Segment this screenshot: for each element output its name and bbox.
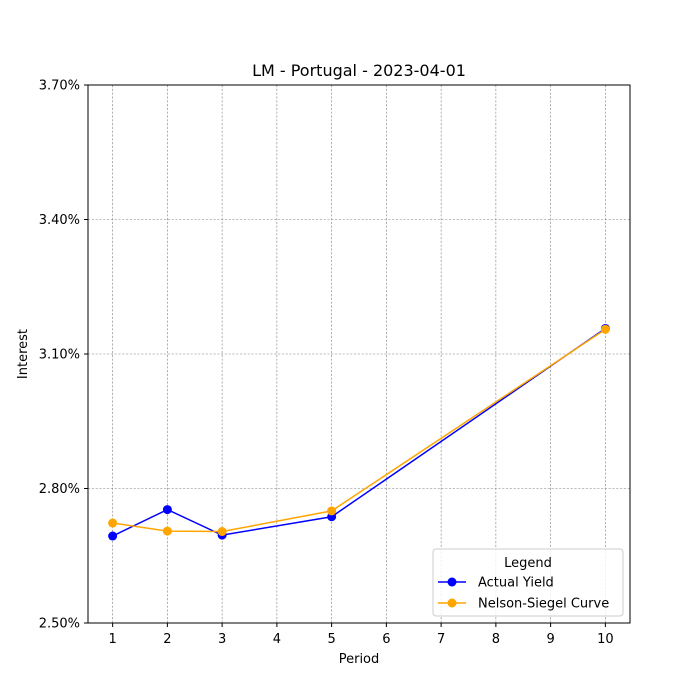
legend-title: Legend (504, 556, 552, 571)
legend-label-actual-yield: Actual Yield (478, 576, 554, 591)
legend-box (432, 548, 624, 617)
chart-title: LM - Portugal - 2023-04-01 (252, 61, 466, 80)
y-axis-title: Interest (16, 329, 31, 379)
x-tick-label: 6 (382, 632, 390, 647)
y-tick-label: 3.10% (39, 348, 80, 363)
y-tick-label: 2.80% (39, 482, 80, 497)
series-1 (108, 324, 610, 537)
data-point (108, 518, 118, 528)
x-tick-label: 9 (546, 632, 554, 647)
x-tick-label: 1 (108, 632, 116, 647)
y-tick-label: 3.40% (39, 213, 80, 228)
y-tick-label: 2.50% (39, 617, 80, 632)
legend: Legend Actual Yield Nelson-Siegel Curve (432, 548, 624, 617)
x-axis-title: Period (339, 652, 380, 667)
x-tick-label: 5 (327, 632, 335, 647)
legend-label-nelson-siegel: Nelson-Siegel Curve (478, 597, 609, 612)
x-tick-label: 10 (597, 632, 614, 647)
x-tick-label: 8 (492, 632, 500, 647)
data-point (327, 506, 337, 516)
y-tick-label: 3.70% (39, 79, 80, 94)
legend-entry-nelson-siegel: Nelson-Siegel Curve (438, 597, 609, 612)
x-tick-label: 3 (218, 632, 226, 647)
data-point (108, 531, 118, 541)
x-tick-label: 7 (437, 632, 445, 647)
legend-marker-nelson-siegel (447, 598, 457, 608)
data-point (162, 505, 172, 515)
series-layer (108, 323, 610, 541)
legend-entry-actual-yield: Actual Yield (438, 576, 554, 591)
data-point (600, 324, 610, 334)
x-tick-label: 4 (273, 632, 281, 647)
data-point (217, 527, 227, 537)
legend-marker-actual-yield (447, 577, 457, 587)
y-ticks: 2.50% 2.80% 3.10% 3.40% 3.70% (39, 79, 88, 632)
data-point (162, 526, 172, 536)
x-ticks: 1 2 3 4 5 6 7 8 9 10 (108, 623, 614, 647)
x-tick-label: 2 (163, 632, 171, 647)
